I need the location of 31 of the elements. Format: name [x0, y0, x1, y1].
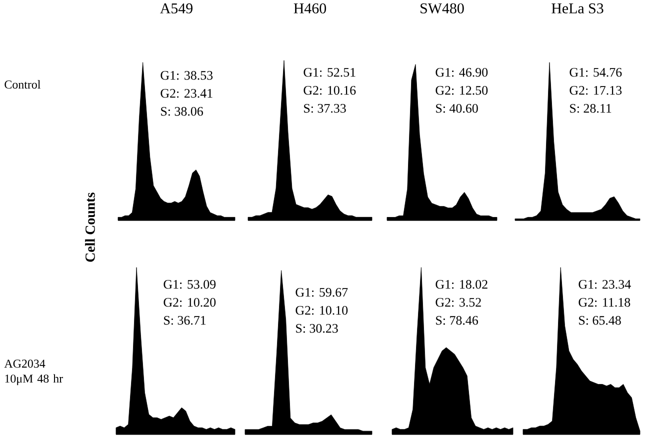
annotation: G1: 18.02: [436, 280, 488, 289]
annotation: S: 65.48: [579, 316, 621, 325]
annotation: S: 30.23: [296, 324, 338, 333]
annotation: G2: 12.50: [436, 86, 488, 95]
annotation: G2: 23.41: [160, 88, 212, 98]
annotation: G1: 54.76: [570, 68, 622, 77]
annotation: G2: 3.52: [436, 298, 481, 307]
text: Cell Counts: [85, 192, 95, 262]
annotation: S: 37.33: [304, 104, 346, 113]
chart-title: SW480: [420, 3, 464, 14]
chart-title: A549: [160, 3, 192, 14]
annotation: S: 40.60: [436, 104, 478, 113]
y-axis-title: Control: [4, 80, 40, 88]
annotation: G2: 17.13: [570, 86, 622, 95]
annotation: G2: 11.18: [578, 298, 630, 307]
annotation: G1: 38.53: [160, 70, 213, 80]
annotation: G1: 59.67: [296, 288, 348, 297]
annotation: S: 38.06: [161, 106, 203, 116]
annotation: G1: 23.34: [578, 280, 631, 289]
annotation: G1: 46.90: [436, 68, 488, 77]
chart-title: H460: [294, 3, 326, 14]
annotation: G2: 10.16: [304, 86, 356, 95]
annotation: S: 28.11: [570, 104, 612, 113]
annotation: G1: 52.51: [304, 68, 356, 77]
annotation: G2: 10.20: [164, 298, 216, 307]
annotation: S: 36.71: [164, 316, 206, 325]
chart-title: HeLa S3: [552, 3, 604, 14]
annotation: S: 78.46: [436, 316, 478, 325]
annotation: G1: 53.09: [164, 280, 216, 289]
annotation: G2: 10.10: [296, 306, 348, 315]
y-axis-title: AG2034 10μM 48 hr: [4, 359, 63, 385]
